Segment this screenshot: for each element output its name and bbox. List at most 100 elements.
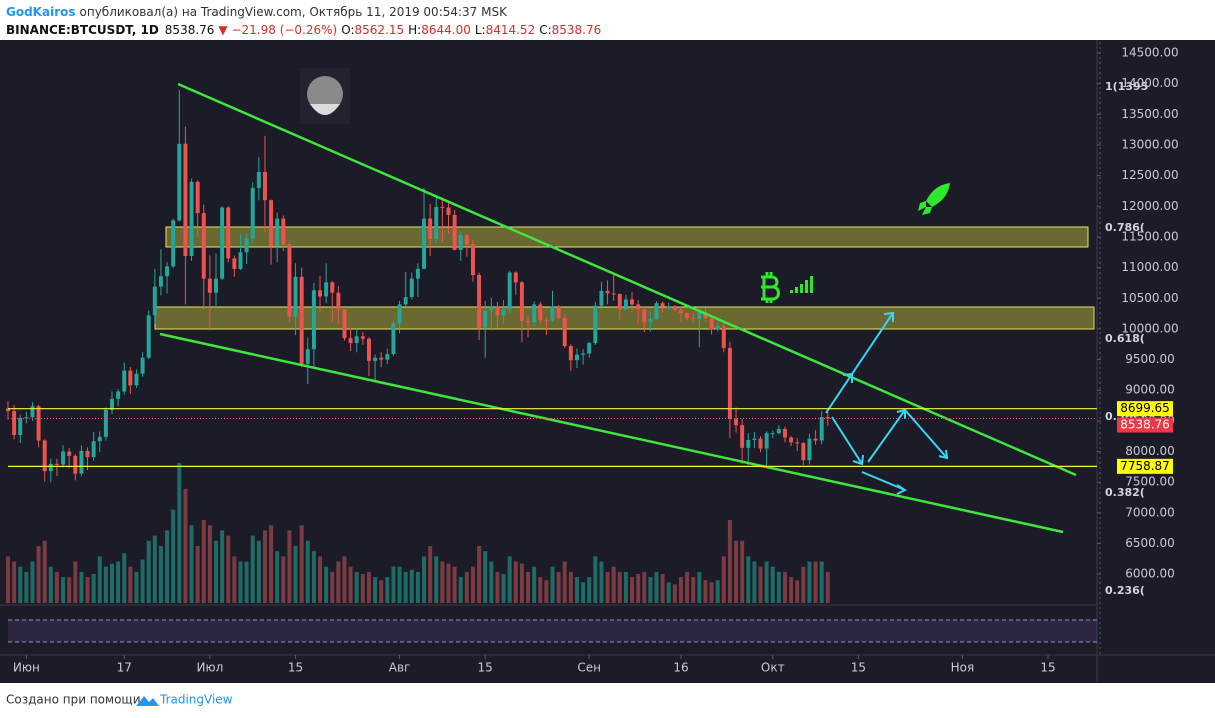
- candle-body: [6, 408, 10, 412]
- candle-body: [275, 218, 280, 247]
- arrow: [861, 471, 906, 491]
- volume-bar: [67, 577, 72, 603]
- candle-body: [715, 326, 720, 330]
- published: опубликовал(а) на TradingView.com, Октяб…: [80, 5, 509, 19]
- candle-body: [158, 276, 163, 287]
- volume-bar: [183, 488, 188, 603]
- rsi-band: [8, 620, 1097, 642]
- fib-label: 0.618(: [1105, 332, 1145, 345]
- volume-bar: [495, 571, 500, 603]
- signal-icon: [790, 276, 813, 293]
- volume-bar: [336, 561, 341, 603]
- volume-bar: [434, 556, 439, 603]
- volume-bar: [703, 580, 708, 603]
- volume-bar: [122, 553, 127, 603]
- volume-bar: [397, 566, 402, 603]
- candle-body: [782, 428, 787, 438]
- volume-bar: [599, 561, 604, 603]
- candle-body: [825, 417, 830, 419]
- volume-bar: [642, 571, 647, 603]
- candle-body: [195, 181, 200, 214]
- volume-bar: [715, 580, 720, 603]
- volume-bar: [458, 577, 463, 603]
- volume-bar: [470, 566, 475, 603]
- candle-body: [403, 297, 408, 305]
- candle-body: [685, 312, 690, 318]
- volume-bar: [752, 561, 757, 603]
- ohlc-label: H:: [408, 23, 421, 37]
- candle-body: [348, 338, 353, 344]
- author: GodKairos: [6, 5, 76, 19]
- candle-body: [214, 278, 218, 293]
- candle-body: [385, 354, 390, 360]
- y-tick-label: 8000.00: [1125, 444, 1175, 458]
- candle-body: [122, 370, 127, 392]
- volume-bar: [238, 561, 243, 603]
- volume-bar: [354, 571, 359, 603]
- volume-bar: [158, 545, 163, 603]
- volume-bar: [568, 571, 573, 603]
- volume-bar: [519, 563, 524, 603]
- candle-body: [360, 336, 365, 339]
- volume-bar: [30, 561, 35, 603]
- candle-body: [165, 266, 170, 277]
- volume-bar: [366, 571, 371, 603]
- fib-label: 0.236(: [1105, 584, 1145, 597]
- candle-body: [593, 305, 598, 344]
- volume-bar: [740, 540, 745, 603]
- volume-bar: [201, 520, 206, 603]
- candle-body: [630, 299, 635, 305]
- volume-bar: [562, 561, 567, 603]
- volume-bar: [256, 540, 261, 603]
- zone: [165, 226, 1089, 248]
- candle-body: [507, 272, 512, 310]
- volume-bar: [348, 566, 353, 603]
- candle-body: [446, 207, 451, 215]
- volume-bar: [446, 563, 451, 603]
- volume-bar: [782, 571, 787, 603]
- footer-brand[interactable]: TradingView: [159, 693, 233, 707]
- footer-text: Создано при помощи: [6, 693, 141, 707]
- volume-bar: [409, 569, 414, 603]
- volume-bar: [685, 571, 690, 603]
- volume-bar: [819, 561, 824, 603]
- change: ▼ −21.98 (−0.26%): [218, 23, 337, 37]
- candle-body: [171, 220, 176, 267]
- candle-body: [177, 143, 182, 221]
- candle-body: [422, 218, 427, 269]
- x-tick-label: Сен: [577, 661, 601, 675]
- volume-bar: [507, 556, 512, 603]
- volume-bar: [813, 561, 818, 603]
- candle-body: [311, 290, 316, 350]
- candle-body: [287, 244, 292, 317]
- candle-body: [330, 282, 335, 293]
- y-tick-label: 6500.00: [1125, 536, 1175, 550]
- volume-bar: [550, 566, 555, 603]
- volume-bar: [189, 525, 194, 603]
- candle-body: [97, 436, 102, 442]
- volume-bar: [275, 551, 280, 603]
- rocket-fins: [918, 201, 932, 215]
- volume-bar: [226, 535, 231, 603]
- volume-bar: [440, 561, 445, 603]
- volume-bar: [709, 582, 714, 603]
- y-tick-label: 11500.00: [1121, 229, 1178, 243]
- logo: [136, 696, 159, 706]
- volume-bar: [789, 577, 794, 603]
- volume-bar: [391, 566, 396, 603]
- volume-bar: [12, 561, 17, 603]
- candle-body: [42, 440, 47, 472]
- candle-body: [648, 319, 653, 323]
- signal-bar: [810, 276, 813, 293]
- candle-body: [746, 439, 751, 448]
- candle-body: [85, 450, 90, 458]
- candle-body: [642, 309, 647, 323]
- volume-bar: [477, 545, 482, 603]
- candle-body: [183, 143, 188, 256]
- candle-body: [801, 442, 806, 461]
- x-tick-label: 16: [673, 661, 688, 675]
- volume-bar: [636, 573, 641, 603]
- volume-bar: [287, 530, 292, 603]
- candle-body: [299, 276, 304, 364]
